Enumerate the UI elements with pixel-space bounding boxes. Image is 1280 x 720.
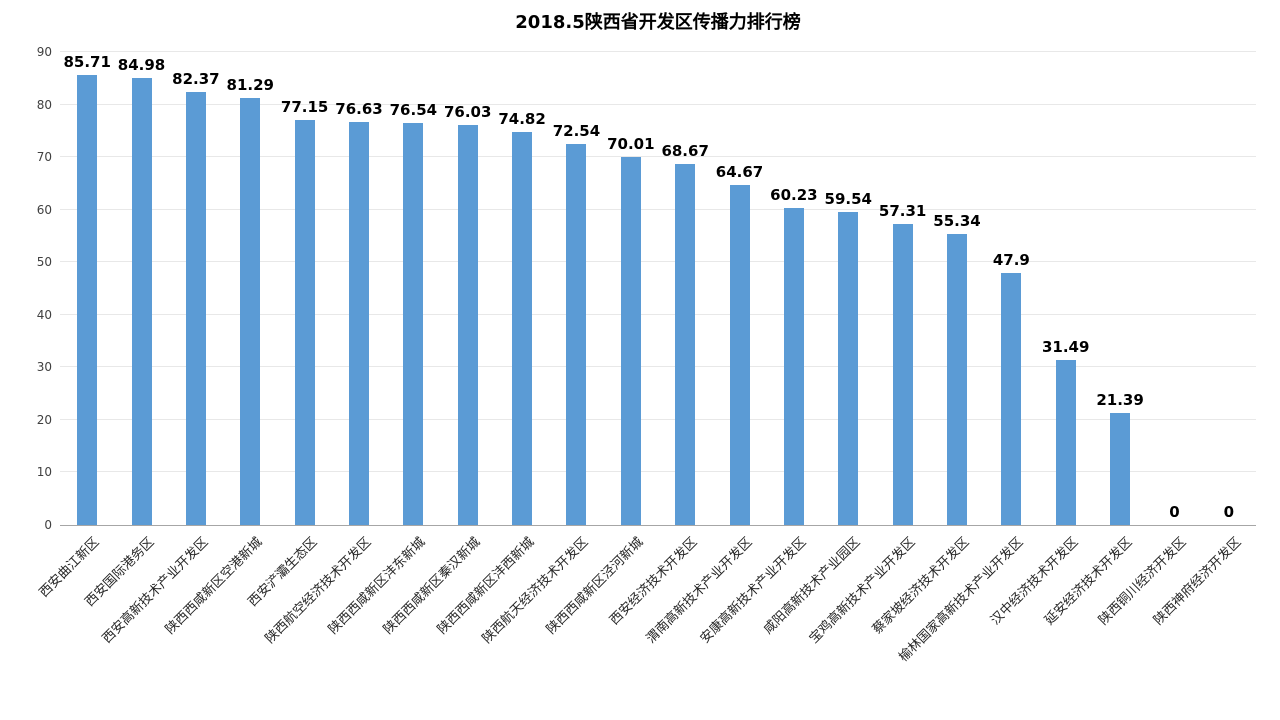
y-axis-tick-label: 80 — [36, 97, 52, 112]
y-axis-tick-label: 60 — [36, 202, 52, 217]
bar-value-label: 74.82 — [498, 109, 546, 128]
x-axis-label: 蔡家坡经济技术开发区 — [869, 534, 973, 638]
gridline — [60, 51, 1256, 52]
bar-value-label: 0 — [1223, 503, 1235, 521]
bar — [1110, 412, 1131, 525]
bar-value-label: 47.9 — [992, 251, 1030, 270]
bar — [1055, 359, 1076, 525]
y-axis-tick-label: 10 — [36, 465, 52, 480]
bar-value-label: 81.29 — [226, 75, 274, 94]
x-axis-label: 陕西西咸新区沣东新城 — [326, 534, 429, 638]
bar-value-label: 68.67 — [661, 142, 709, 161]
bar — [838, 212, 859, 525]
y-axis-tick-label: 70 — [36, 150, 52, 165]
bar — [185, 92, 206, 525]
bar — [947, 234, 967, 525]
x-axis-label: 咸阳高新技术产业园区 — [761, 534, 864, 638]
bar-value-label: 84.98 — [117, 56, 166, 75]
bar-value-label: 31.49 — [1041, 337, 1090, 356]
bar — [77, 74, 98, 525]
x-axis-label: 陕西西咸新区沣西新城 — [434, 534, 538, 638]
bar-value-label: 72.54 — [552, 121, 601, 140]
gridline — [60, 418, 1256, 420]
bar — [240, 97, 261, 525]
x-axis-label: 陕西西咸新区泾河新城 — [543, 534, 647, 638]
gridline — [60, 208, 1256, 210]
bar — [512, 131, 533, 525]
x-axis-label: 陕西西咸新区秦汉新城 — [380, 534, 484, 638]
bar-value-label: 76.63 — [335, 100, 383, 119]
chart-title: 2018.5陕西省开发区传播力排行榜 — [515, 12, 801, 33]
bar-value-label: 85.71 — [63, 52, 111, 71]
bar — [620, 157, 641, 525]
bar — [131, 78, 152, 525]
y-axis-tick-label: 0 — [44, 518, 52, 532]
gridline — [60, 471, 1256, 473]
bar — [783, 208, 804, 525]
gridline — [60, 103, 1256, 105]
bar — [294, 119, 315, 525]
bar — [349, 122, 369, 525]
gridline — [60, 156, 1256, 158]
bar — [403, 122, 424, 525]
bar-value-label: 0 — [1169, 503, 1180, 521]
bar — [675, 164, 696, 525]
bar-value-label: 76.03 — [443, 103, 492, 122]
bar — [566, 143, 587, 525]
bar-value-label: 21.39 — [1096, 390, 1144, 409]
bar-value-label: 70.01 — [607, 135, 655, 154]
gridline — [60, 366, 1256, 368]
bar-value-label: 82.37 — [172, 70, 220, 89]
bar-value-label: 76.54 — [389, 100, 438, 119]
y-axis-tick-label: 30 — [36, 360, 52, 375]
bar-value-label: 57.31 — [878, 201, 927, 220]
x-axis-label: 陕西西咸新区空港新城 — [163, 534, 266, 638]
y-axis-tick-label: 20 — [36, 412, 52, 427]
gridline — [60, 261, 1256, 263]
y-axis-tick-label: 50 — [36, 255, 52, 270]
gridline — [60, 313, 1256, 315]
bar — [457, 125, 478, 525]
bar-value-label: 77.15 — [280, 97, 329, 116]
bar — [729, 185, 750, 525]
x-axis-line — [60, 525, 1256, 526]
bar-value-label: 59.54 — [824, 190, 872, 209]
bar-value-label: 55.34 — [933, 212, 981, 231]
plot-area: 0 10 20 30 40 50 60 70 80 90 85.71 西安曲江新区 84.98 西安国际港… — [37, 45, 1256, 665]
y-axis-tick-label: 40 — [36, 307, 52, 322]
bar-value-label: 64.67 — [715, 163, 764, 182]
bar-value-label: 60.23 — [770, 186, 818, 205]
bar — [892, 223, 913, 525]
bar — [1001, 273, 1022, 525]
y-axis-tick-label: 90 — [36, 45, 52, 59]
